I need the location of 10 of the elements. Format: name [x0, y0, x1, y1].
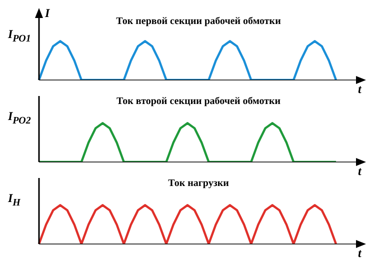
text: I: [45, 6, 50, 21]
chart-title: Ток второй секции рабочей обмотки: [115, 96, 282, 107]
chart-title: Ток нагрузки: [167, 178, 230, 189]
chart-title: Ток первой секции рабочей обмотки: [116, 16, 281, 27]
y-axis-title: I$_{РО1}$: [8, 27, 31, 45]
y-axis-title: I$_{РО2}$: [8, 109, 31, 127]
y-axis-title: I$_{Н}$: [8, 191, 20, 209]
x-axis-title: t: [358, 246, 362, 261]
x-axis-title: t: [358, 82, 362, 97]
x-axis-title: t: [358, 164, 362, 179]
